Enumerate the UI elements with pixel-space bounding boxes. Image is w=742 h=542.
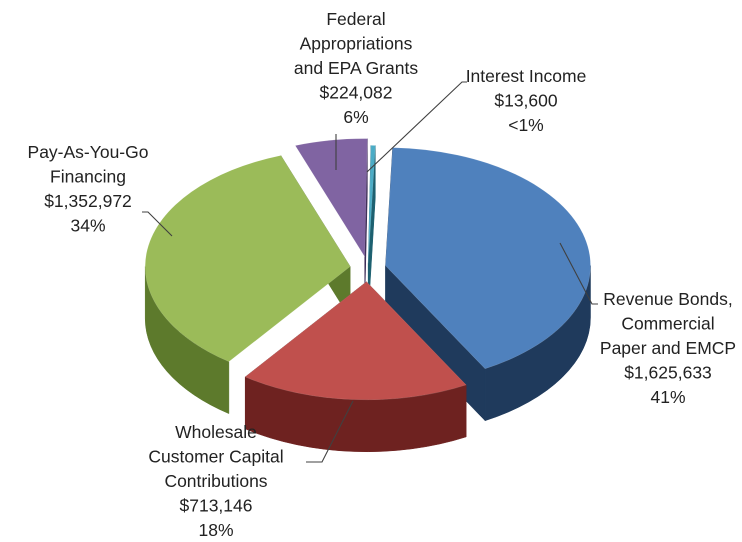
leader-lines <box>142 81 598 463</box>
slice-percent-federal-grants: 6% <box>343 107 368 127</box>
slice-label-revenue-bonds: Paper and EMCP <box>600 338 736 358</box>
slice-percent-wholesale-contributions: 18% <box>198 520 233 540</box>
slice-label-revenue-bonds: Commercial <box>621 314 714 334</box>
data-label-wholesale-contributions: Wholesale Customer Capital Contributions $7… <box>148 422 283 540</box>
data-label-revenue-bonds: Revenue Bonds, Commercial Paper and EMCP $1… <box>600 289 736 407</box>
leader-line-wholesale-contributions <box>306 400 354 463</box>
slice-label-federal-grants: and EPA Grants <box>294 58 418 78</box>
slice-label-pay-as-you-go: Financing <box>50 167 126 187</box>
pie-slices <box>144 138 591 453</box>
slice-value-wholesale-contributions: $713,146 <box>180 496 253 516</box>
slice-interest-income-top <box>367 145 376 264</box>
slice-percent-revenue-bonds: 41% <box>650 387 685 407</box>
leader-line-revenue-bonds <box>559 242 598 305</box>
slice-value-federal-grants: $224,082 <box>320 83 393 103</box>
data-labels: Revenue Bonds, Commercial Paper and EMCP $1… <box>28 9 737 540</box>
slice-label-pay-as-you-go: Pay-As-You-Go <box>28 142 149 162</box>
slice-label-interest-income: Interest Income <box>466 66 587 86</box>
slice-label-wholesale-contributions: Contributions <box>164 471 267 491</box>
leader-line-interest-income <box>366 81 467 173</box>
slice-pay-as-you-go <box>144 154 351 415</box>
slice-label-federal-grants: Federal <box>326 9 385 29</box>
slice-value-pay-as-you-go: $1,352,972 <box>44 191 132 211</box>
data-label-pay-as-you-go: Pay-As-You-Go Financing $1,352,972 34% <box>28 142 149 236</box>
slice-label-revenue-bonds: Revenue Bonds, <box>603 289 732 309</box>
slice-wholesale-contributions-top <box>244 281 467 401</box>
slice-percent-pay-as-you-go: 34% <box>70 216 105 236</box>
data-label-federal-grants: Federal Appropriations and EPA Grants $224,… <box>294 9 418 127</box>
slice-interest-income <box>367 145 376 316</box>
data-label-interest-income: Interest Income $13,600 <1% <box>466 66 587 135</box>
slice-label-wholesale-contributions: Wholesale <box>175 422 257 442</box>
slice-wholesale-contributions <box>244 281 467 453</box>
slice-value-revenue-bonds: $1,625,633 <box>624 363 712 383</box>
slice-percent-interest-income: <1% <box>508 115 544 135</box>
slice-label-federal-grants: Appropriations <box>300 34 413 54</box>
slice-federal-grants <box>294 138 368 309</box>
slice-federal-grants-top <box>294 138 368 258</box>
slice-pay-as-you-go-top <box>144 155 351 362</box>
slice-label-wholesale-contributions: Customer Capital <box>148 447 283 467</box>
leader-line-pay-as-you-go <box>142 211 173 237</box>
slice-value-interest-income: $13,600 <box>494 91 558 111</box>
slice-revenue-bonds-top <box>385 147 591 370</box>
